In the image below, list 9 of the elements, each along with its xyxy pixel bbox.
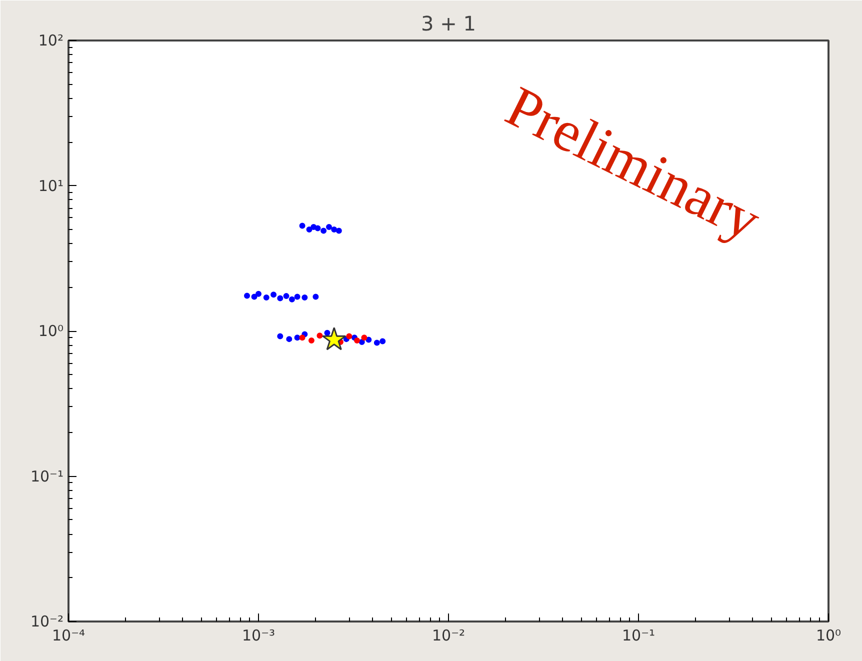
chart-title: 3 + 1 bbox=[421, 12, 476, 36]
y-tick-label: 10² bbox=[38, 32, 64, 50]
y-tick-label: 10⁻¹ bbox=[30, 467, 64, 486]
x-tick-label: 10⁻² bbox=[432, 626, 466, 644]
y-tick-label: 10¹ bbox=[38, 176, 64, 195]
x-tick-label: 10⁻³ bbox=[242, 626, 276, 644]
x-tick-label: 10⁻¹ bbox=[622, 626, 656, 644]
x-tick-label: 10⁰ bbox=[816, 626, 842, 644]
y-tick-label: 10⁰ bbox=[38, 322, 64, 340]
